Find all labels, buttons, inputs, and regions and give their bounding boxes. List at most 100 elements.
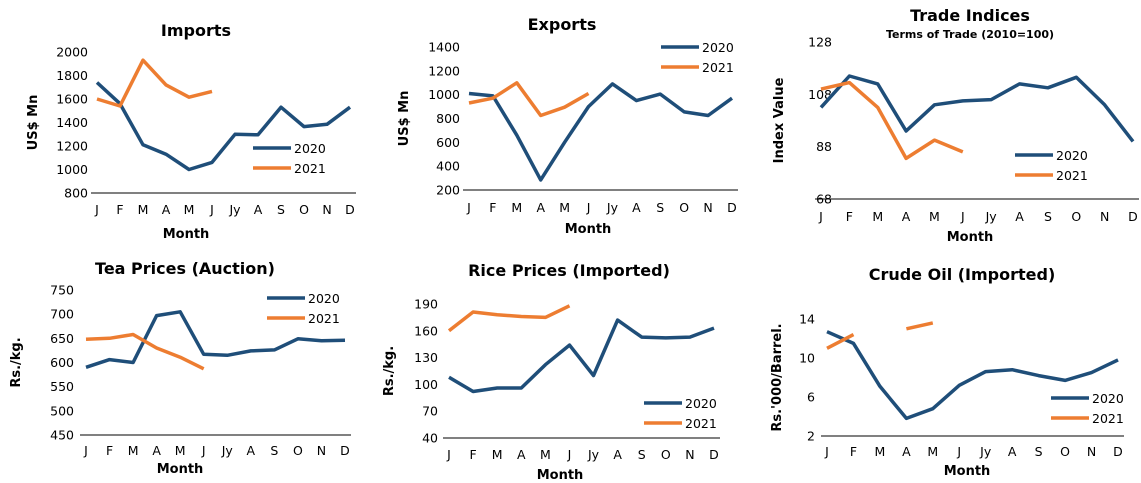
x-tick-label: D xyxy=(727,200,737,215)
x-axis-label: Month xyxy=(537,468,584,483)
x-axis-label: Month xyxy=(565,222,612,237)
legend-label-2021: 2021 xyxy=(702,60,734,75)
x-tick-label: D xyxy=(345,202,355,217)
y-tick-label: 400 xyxy=(436,159,460,174)
y-tick-label: 600 xyxy=(50,355,74,370)
x-tick-label: J xyxy=(83,443,88,458)
series-line-2021 xyxy=(906,321,934,331)
legend-label-2020: 2020 xyxy=(308,291,340,306)
y-tick-label: 500 xyxy=(50,403,74,418)
x-tick-label: A xyxy=(247,443,256,458)
x-tick-label: J xyxy=(586,200,591,215)
series-line-2021 xyxy=(96,58,213,108)
x-tick-label: M xyxy=(872,209,883,224)
x-tick-label: M xyxy=(492,447,503,462)
y-tick-label: 100 xyxy=(414,377,438,392)
x-tick-label: M xyxy=(128,443,139,458)
chart-title: Exports xyxy=(528,15,597,34)
x-tick-label: J xyxy=(94,202,99,217)
x-tick-label: F xyxy=(116,202,123,217)
x-tick-label: S xyxy=(1044,209,1052,224)
x-tick-label: N xyxy=(703,200,712,215)
x-tick-label: N xyxy=(322,202,331,217)
y-axis-label: US$ Mn xyxy=(397,91,412,147)
y-tick-label: 1800 xyxy=(56,68,88,83)
y-tick-label: 1000 xyxy=(428,87,460,102)
y-tick-label: 800 xyxy=(64,186,88,201)
x-tick-label: A xyxy=(613,447,622,462)
series-line-2021 xyxy=(447,304,571,333)
x-tick-label: J xyxy=(956,444,961,459)
y-tick-label: 130 xyxy=(414,350,438,365)
x-tick-label: O xyxy=(661,447,671,462)
y-tick-label: 1200 xyxy=(428,63,460,78)
x-tick-label: S xyxy=(1035,444,1043,459)
y-tick-label: 1000 xyxy=(56,162,88,177)
x-tick-label: A xyxy=(536,200,545,215)
x-tick-label: M xyxy=(927,444,938,459)
x-tick-label: A xyxy=(632,200,641,215)
x-tick-label: F xyxy=(106,443,113,458)
x-tick-label: A xyxy=(902,444,911,459)
y-tick-label: 600 xyxy=(436,135,460,150)
series-line-2020 xyxy=(95,81,352,172)
x-tick-label: S xyxy=(638,447,646,462)
y-tick-label: 14 xyxy=(799,312,815,327)
x-tick-label: S xyxy=(656,200,664,215)
x-tick-label: D xyxy=(340,443,350,458)
x-tick-label: J xyxy=(209,202,214,217)
series-line-2020 xyxy=(468,82,734,182)
x-axis-label: Month xyxy=(947,230,994,245)
x-tick-label: J xyxy=(960,209,965,224)
y-tick-label: 2000 xyxy=(56,45,88,60)
x-tick-label: O xyxy=(299,202,309,217)
y-tick-label: 160 xyxy=(414,323,438,338)
series-line-2021 xyxy=(85,332,205,371)
chart-title: Crude Oil (Imported) xyxy=(869,265,1056,284)
x-tick-label: S xyxy=(270,443,278,458)
x-tick-label: A xyxy=(162,202,171,217)
y-tick-label: 1600 xyxy=(56,92,88,107)
x-tick-label: M xyxy=(559,200,570,215)
y-tick-label: 550 xyxy=(50,379,74,394)
series-line-2021 xyxy=(826,333,855,350)
y-tick-label: 6 xyxy=(807,390,815,405)
x-tick-label: M xyxy=(875,444,886,459)
x-tick-label: Jy xyxy=(228,202,241,217)
y-tick-label: 700 xyxy=(50,307,74,322)
chart-title: Imports xyxy=(161,21,231,40)
series-line-2020 xyxy=(85,310,346,369)
legend-label-2020: 2020 xyxy=(685,396,717,411)
x-tick-label: J xyxy=(567,447,572,462)
x-tick-label: M xyxy=(184,202,195,217)
legend-label-2021: 2021 xyxy=(308,311,340,326)
x-tick-label: M xyxy=(540,447,551,462)
series-line-2020 xyxy=(819,74,1135,143)
y-tick-label: 190 xyxy=(414,297,438,312)
y-axis-label: Rs.'000/Barrel. xyxy=(770,323,785,431)
y-tick-label: 1400 xyxy=(428,40,460,55)
x-tick-label: F xyxy=(469,447,476,462)
x-tick-label: O xyxy=(1071,209,1081,224)
y-tick-label: 1400 xyxy=(56,115,88,130)
y-tick-label: 200 xyxy=(436,183,460,198)
x-tick-label: N xyxy=(317,443,326,458)
y-tick-label: 800 xyxy=(436,111,460,126)
series-line-2020 xyxy=(826,330,1119,421)
chart-subtitle: Terms of Trade (2010=100) xyxy=(886,28,1054,41)
y-tick-label: 650 xyxy=(50,331,74,346)
x-axis-label: Month xyxy=(163,227,210,242)
x-tick-label: N xyxy=(1100,209,1109,224)
y-tick-label: 88 xyxy=(816,139,832,154)
x-tick-label: Jy xyxy=(606,200,619,215)
legend-label-2021: 2021 xyxy=(685,416,717,431)
x-tick-label: J xyxy=(201,443,206,458)
x-tick-label: O xyxy=(1060,444,1070,459)
y-tick-label: 128 xyxy=(808,35,832,50)
y-axis-label: Rs./kg. xyxy=(382,346,397,396)
y-tick-label: 10 xyxy=(799,351,815,366)
x-tick-label: M xyxy=(929,209,940,224)
y-tick-label: 70 xyxy=(422,404,438,419)
